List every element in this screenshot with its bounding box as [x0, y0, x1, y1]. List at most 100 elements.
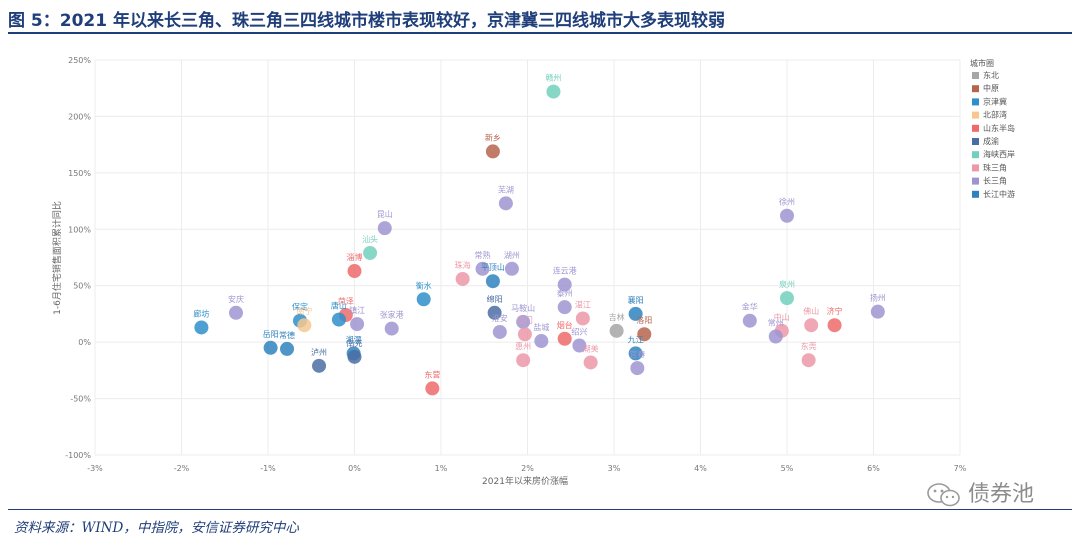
point-label: 唐山 [331, 301, 347, 311]
point-label: 湖美 [583, 343, 599, 353]
legend-label: 海峡西岸 [983, 149, 1015, 159]
point-label: 常德 [279, 330, 295, 340]
point-label: 泰州 [557, 288, 573, 298]
point-label: 济宁 [827, 306, 843, 316]
legend-swatch [972, 177, 979, 185]
point-label: 扬州 [870, 293, 886, 303]
data-point [630, 361, 645, 376]
point-label: 绵阳 [487, 294, 503, 304]
legend-label: 中原 [983, 83, 999, 93]
legend-title: 城市圈 [970, 58, 994, 68]
legend-label: 山东半岛 [983, 123, 1015, 133]
x-tick-label: 1% [435, 464, 448, 473]
data-point [492, 324, 507, 339]
data-point [384, 321, 399, 336]
y-axis-label: 1-6月住宅销售面积累计同比 [51, 201, 63, 315]
point-label: 衡水 [416, 280, 432, 290]
point-label: 保定 [292, 302, 308, 312]
data-point [637, 327, 652, 342]
x-tick-label: 7% [954, 464, 967, 473]
legend-label: 京津冀 [983, 96, 1007, 106]
data-point [312, 358, 327, 373]
legend-label: 长三角 [983, 176, 1007, 186]
point-label: 汕头 [362, 234, 378, 244]
point-label: 湘潭 [346, 334, 362, 344]
legend-label: 北部湾 [983, 110, 1007, 120]
data-point [498, 196, 513, 211]
data-point [557, 331, 572, 346]
point-label: 金华 [742, 302, 758, 312]
point-label: 泸州 [311, 347, 327, 357]
scatter-chart: 250% 200% 150% 100% 50% 0% -50% -100% -3% -2% -1%… [51, 56, 1015, 487]
data-point [572, 338, 587, 353]
y-tick-label: 150% [68, 169, 91, 178]
y-tick-label: 50% [73, 282, 91, 291]
y-tick-labels: 250% 200% 150% 100% 50% 0% -50% -100% [65, 56, 91, 460]
point-label: 南宁 [296, 306, 312, 316]
source-note: 资料来源：WIND，中指院，安信证券研究中心 [14, 520, 299, 536]
watermark: 债券池 [968, 482, 1035, 507]
point-label: 吉林 [609, 312, 625, 322]
grid [94, 59, 961, 456]
point-label: 安庆 [228, 294, 244, 304]
legend-swatch [972, 190, 979, 198]
data-point [827, 318, 842, 333]
data-point [804, 318, 819, 333]
chart-title: 图 5：2021 年以来长三角、珠三角三四线城市楼市表现较好，京津冀三四线城市大… [8, 11, 725, 31]
point-label: 绍兴 [571, 327, 587, 337]
point-label: 芜湖 [498, 184, 514, 194]
data-point [363, 245, 378, 260]
data-point [350, 317, 365, 332]
legend-swatch [972, 111, 979, 119]
data-point [425, 381, 440, 396]
point-label: 洛阳 [636, 315, 652, 325]
x-tick-label: 3% [608, 464, 621, 473]
data-point [801, 353, 816, 368]
point-label: 东莞 [801, 341, 817, 351]
y-tick-label: 0% [78, 338, 91, 347]
point-label: 盐城 [533, 322, 549, 332]
point-label: 常州 [768, 319, 784, 328]
x-tick-label: 2% [521, 464, 534, 473]
legend-swatch [972, 98, 979, 106]
point-label: 东营 [424, 369, 440, 379]
legend-label: 珠三角 [983, 162, 1007, 172]
data-point [780, 208, 794, 223]
data-point [485, 274, 500, 289]
point-label: 襄阳 [628, 295, 644, 305]
x-tick-label: 4% [694, 464, 707, 473]
y-tick-label: 200% [68, 112, 91, 121]
y-tick-label: 100% [68, 225, 91, 234]
data-point [228, 305, 243, 320]
title-rule [8, 32, 1072, 34]
point-label: 佛山 [803, 306, 819, 316]
point-label: 常熟 [475, 250, 491, 260]
data-point [768, 329, 783, 344]
point-label: 九江 [628, 335, 644, 344]
legend-swatch [972, 72, 979, 79]
data-points [194, 84, 885, 396]
y-tick-label: 250% [68, 56, 91, 65]
data-point [628, 306, 643, 321]
point-label: 新乡 [485, 132, 501, 142]
point-label: 镇江 [349, 305, 365, 315]
point-label: 南充 [347, 338, 363, 348]
data-point [263, 340, 278, 355]
x-tick-label: 5% [781, 464, 794, 473]
data-point [557, 277, 572, 292]
x-tick-label: 6% [867, 464, 880, 473]
data-point [280, 341, 295, 356]
x-tick-label: -1% [260, 464, 276, 473]
y-tick-label: -50% [70, 395, 91, 404]
data-point [347, 349, 362, 364]
data-point [742, 313, 757, 328]
legend-swatch [972, 138, 979, 145]
legend-label: 东北 [983, 70, 999, 80]
data-point [297, 318, 312, 333]
point-label: 淄博 [347, 252, 363, 262]
wechat-icon [927, 483, 960, 507]
point-label: 廊坊 [193, 308, 209, 318]
legend-swatch [972, 151, 979, 159]
y-tick-label: -100% [65, 451, 91, 460]
